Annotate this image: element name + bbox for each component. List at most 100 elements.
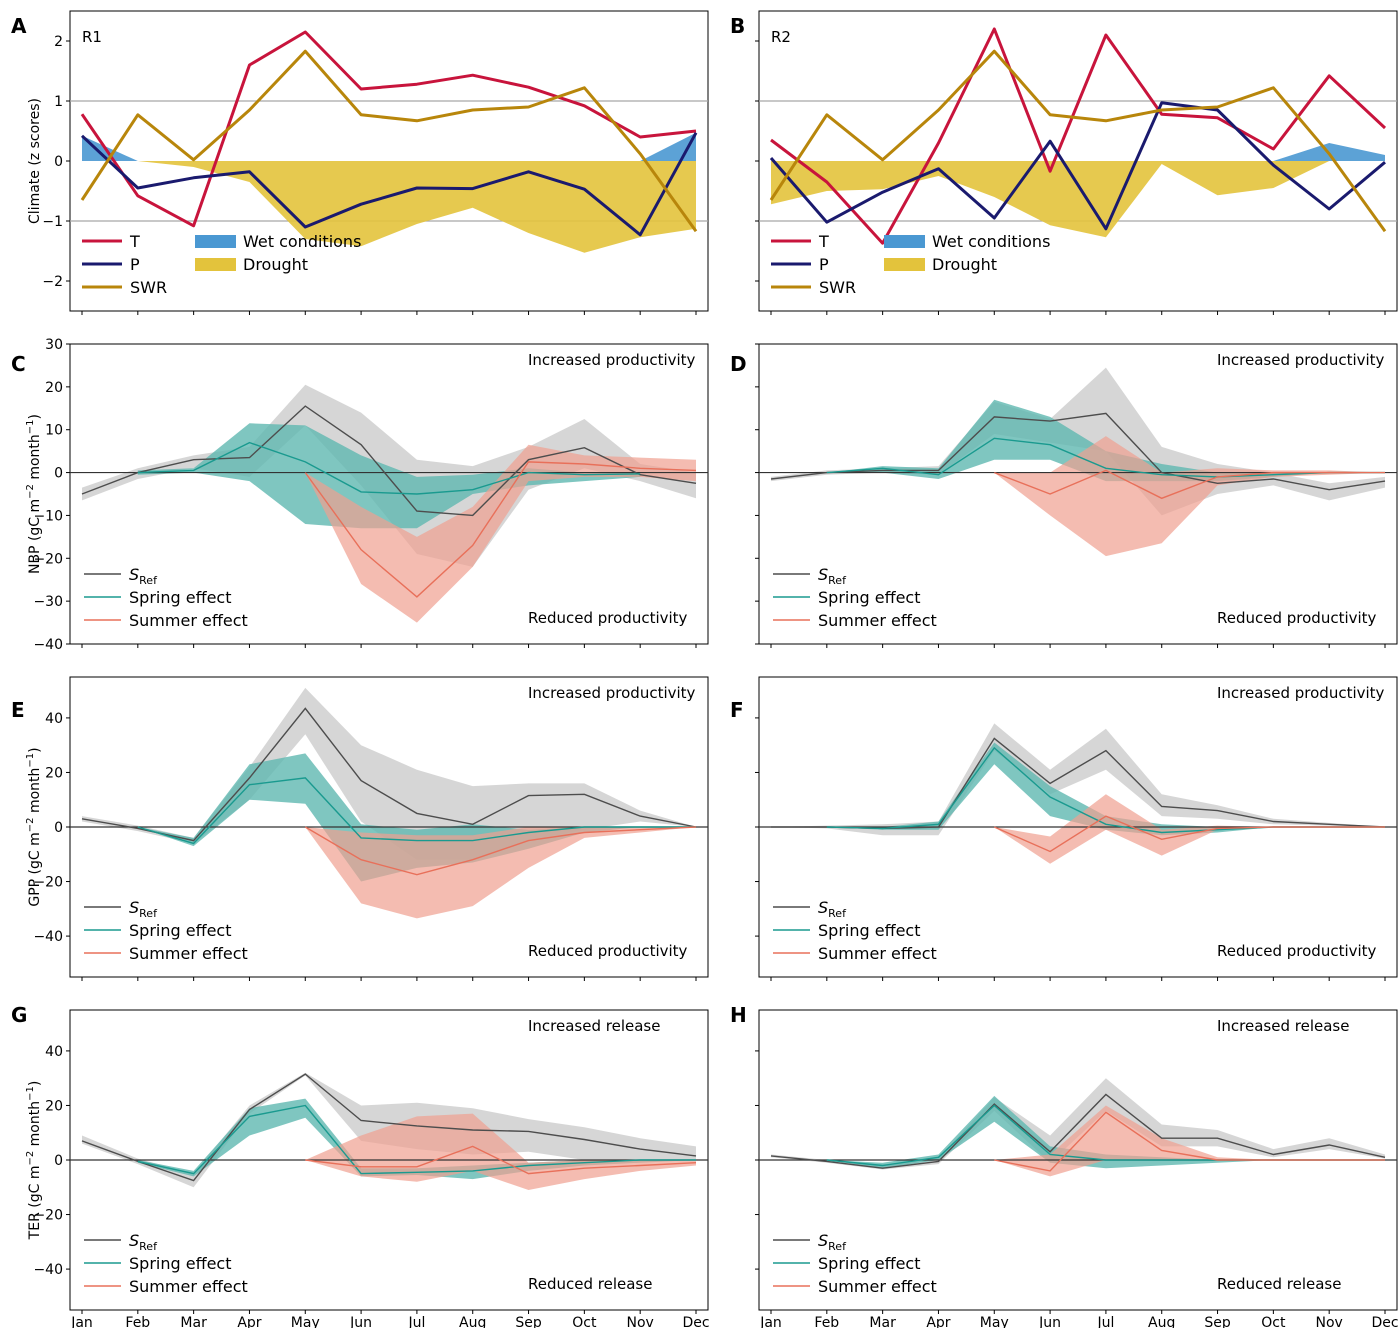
panel-B: B R2 TP SWR Wet conditions Drought [730, 10, 1398, 315]
x-tick-label: Nov [627, 1315, 654, 1328]
panel-letter: G [11, 1003, 27, 1027]
summer-line [304, 461, 697, 598]
summer-band [994, 794, 1385, 864]
legend-swatch-wet [884, 235, 925, 248]
y-tick-label: 0 [54, 1153, 63, 1169]
summer-line [304, 826, 697, 876]
panel-C: C −40 −30 −20 −10 0 10 20 30 NBP (gC m−2 month−1)… [11, 337, 709, 653]
y-axis-label: GPP (gC m−2 month−1) [25, 747, 43, 906]
drought-area [82, 161, 696, 253]
x-tick-label: Mar [869, 1315, 896, 1328]
annotation-bottom: Reduced productivity [528, 942, 688, 960]
legend-label-summer: Summer effect [818, 611, 937, 630]
annotation-top: Increased productivity [1217, 351, 1385, 369]
x-tick-label: Apr [237, 1315, 261, 1328]
sref-band [82, 687, 696, 860]
summer-band [305, 827, 696, 919]
legend-swatch-drought [884, 258, 925, 271]
legend-label-wet: Wet conditions [243, 232, 361, 251]
summer-line [994, 1111, 1385, 1172]
y-tick-label: −2 [42, 274, 63, 290]
plot-area [70, 687, 708, 919]
x-tick-label: Aug [459, 1315, 486, 1328]
legend-label-spring: Spring effect [818, 921, 921, 940]
annotation-top: Increased release [528, 1017, 660, 1035]
legend-label-P: P [819, 255, 829, 274]
annotation-top: Increased productivity [1217, 684, 1385, 702]
spring-line [137, 777, 696, 845]
spring-line [137, 441, 641, 495]
sref-line [770, 1093, 1386, 1169]
plot-area [70, 1072, 708, 1190]
spring-band [137, 1098, 697, 1180]
y-tick-label: 0 [54, 154, 63, 170]
y-axis-label: NBP (gC m−2 month−1) [25, 414, 43, 574]
plot-area [759, 367, 1397, 557]
legend: TP SWR Wet conditions Drought [82, 232, 361, 297]
legend-label-spring: Spring effect [129, 1254, 232, 1273]
x-tick-label: Jul [1096, 1315, 1114, 1328]
legend-label-P: P [130, 255, 140, 274]
legend-label-summer: Summer effect [129, 944, 248, 963]
sref-line [81, 1073, 697, 1182]
y-tick-label: −40 [33, 929, 63, 945]
x-tick-label: Oct [1261, 1315, 1286, 1328]
legend-label-sref: SRef [818, 898, 847, 920]
series-line-T [770, 27, 1387, 245]
y-tick-label: 20 [45, 1098, 63, 1114]
region-label: R1 [82, 28, 102, 46]
annotation-bottom: Reduced productivity [1217, 609, 1377, 627]
spring-band [137, 753, 697, 882]
x-tick-label: Jun [349, 1315, 372, 1328]
y-tick-label: 2 [54, 34, 63, 50]
plot-frame [758, 343, 1398, 645]
panel-G: G −40 −20 0 20 40 Jan Feb Mar Apr May Jun Jul Aug Sep O… [11, 1003, 710, 1328]
series-line-P [769, 101, 1386, 231]
series-line-SWR [769, 49, 1387, 233]
annotation-bottom: Reduced release [528, 1275, 652, 1293]
spring-band [826, 399, 1385, 482]
panel-H: H Jan Feb Mar Apr May Jun Jul Aug Sep Oct Nov Dec Inc… [730, 1003, 1398, 1328]
sref-line [81, 405, 697, 517]
panel-letter: H [730, 1003, 747, 1027]
legend-label-spring: Spring effect [818, 1254, 921, 1273]
x-tick-label: May [291, 1315, 320, 1328]
x-tick-label: Oct [572, 1315, 597, 1328]
summer-line [994, 469, 1385, 500]
x-tick-label: Mar [180, 1315, 207, 1328]
panel-letter: F [730, 698, 744, 722]
x-tick-label: Nov [1316, 1315, 1343, 1328]
legend-label-summer: Summer effect [129, 611, 248, 630]
spring-line [826, 437, 1385, 478]
legend: TP SWR Wet conditions Drought [771, 232, 1050, 297]
drought-area [771, 161, 1385, 238]
plot-area [759, 723, 1397, 864]
annotation-top: Increased productivity [528, 351, 696, 369]
x-tick-label: Aug [1148, 1315, 1175, 1328]
wet-area [82, 132, 696, 161]
plot-area [70, 30, 708, 253]
x-tick-label: Jun [1038, 1315, 1061, 1328]
panel-A: A −2 −1 0 1 2 Climate (z scores) R1 TP SWR Wet con… [11, 10, 709, 315]
series-line-P [80, 132, 698, 237]
summer-band [305, 1113, 696, 1190]
plot-frame [69, 343, 709, 645]
summer-band [994, 436, 1385, 557]
x-tick-label: Feb [814, 1315, 839, 1328]
legend-label-sref: SRef [129, 898, 158, 920]
x-tick-label: Feb [125, 1315, 150, 1328]
plot-area [759, 27, 1397, 245]
panel-letter: E [11, 698, 25, 722]
summer-line [305, 1145, 697, 1175]
spring-line [137, 1104, 696, 1175]
panel-F: F Increased productivity Reduced productiv… [730, 676, 1398, 981]
y-tick-label: 0 [54, 466, 63, 482]
legend-label-drought: Drought [932, 255, 997, 274]
plot-area [759, 1078, 1397, 1177]
legend-label-sref: SRef [818, 565, 847, 587]
legend-label-summer: Summer effect [129, 1277, 248, 1296]
